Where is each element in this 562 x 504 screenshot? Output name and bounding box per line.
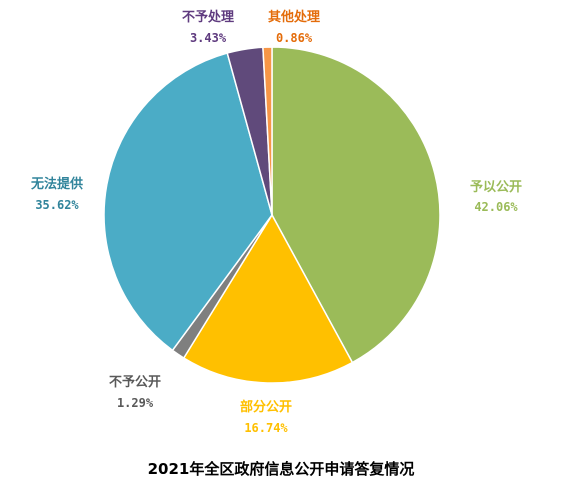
slice-value-label: 16.74% [244,421,288,435]
slice-value-label: 42.06% [474,200,518,214]
slice-label: 予以公开 [470,180,522,195]
slice-value-label: 3.43% [190,31,227,45]
pie-slices [103,46,441,384]
pie-slice [182,213,354,384]
slice-value-label: 0.86% [276,31,313,45]
slice-label: 不予公开 [109,375,161,390]
slice-label: 无法提供 [30,176,83,192]
pie-slice [262,46,273,216]
slice-value-label: 1.29% [117,396,154,410]
chart-title: 2021年全区政府信息公开申请答复情况 [148,460,415,478]
slice-value-label: 35.62% [35,198,79,212]
slice-label: 其他处理 [268,9,320,25]
slice-label: 不予处理 [182,9,234,25]
pie-labels: 予以公开 42.06% 部分公开 16.74% 不予公开 1.29% 无法提供 35.62% 不… [30,9,522,435]
pie-slice [271,46,441,364]
slice-label: 部分公开 [240,399,292,415]
pie-slice [103,52,273,352]
